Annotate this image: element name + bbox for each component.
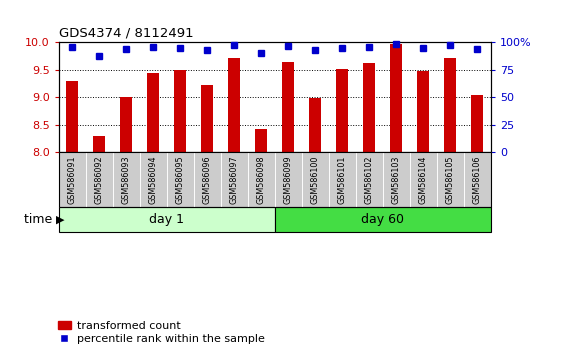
Bar [364,63,375,152]
Text: time: time [24,213,56,226]
Bar [471,95,484,152]
Bar [201,85,214,152]
Bar [309,98,321,152]
Bar [336,69,348,152]
Text: GSM586106: GSM586106 [473,155,482,204]
Text: GSM586104: GSM586104 [419,155,428,204]
Text: GSM586102: GSM586102 [365,155,374,204]
Text: GSM586105: GSM586105 [446,155,455,204]
Text: GSM586101: GSM586101 [338,155,347,204]
Text: GSM586103: GSM586103 [392,155,401,204]
Bar [417,71,430,152]
Text: GSM586098: GSM586098 [257,155,266,204]
Bar [66,81,79,152]
Text: GSM586100: GSM586100 [311,155,320,204]
Text: ▶: ▶ [56,215,65,224]
Bar [228,58,241,152]
Bar [255,129,268,152]
Bar [444,58,457,152]
Text: GSM586095: GSM586095 [176,155,185,204]
Text: GSM586093: GSM586093 [122,155,131,204]
Text: day 1: day 1 [149,213,185,226]
Bar [174,70,186,152]
Legend: transformed count, percentile rank within the sample: transformed count, percentile rank withi… [53,316,269,348]
Text: GSM586097: GSM586097 [230,155,239,204]
Text: GSM586099: GSM586099 [284,155,293,204]
Text: GSM586091: GSM586091 [68,155,77,204]
Text: GDS4374 / 8112491: GDS4374 / 8112491 [59,27,194,40]
Bar [282,62,295,152]
Text: GSM586094: GSM586094 [149,155,158,204]
Text: GSM586096: GSM586096 [203,155,212,204]
Text: day 60: day 60 [361,213,404,226]
Bar [390,44,402,152]
Bar [120,97,132,152]
Bar [93,136,105,152]
Text: GSM586092: GSM586092 [95,155,104,204]
Bar [148,73,159,152]
